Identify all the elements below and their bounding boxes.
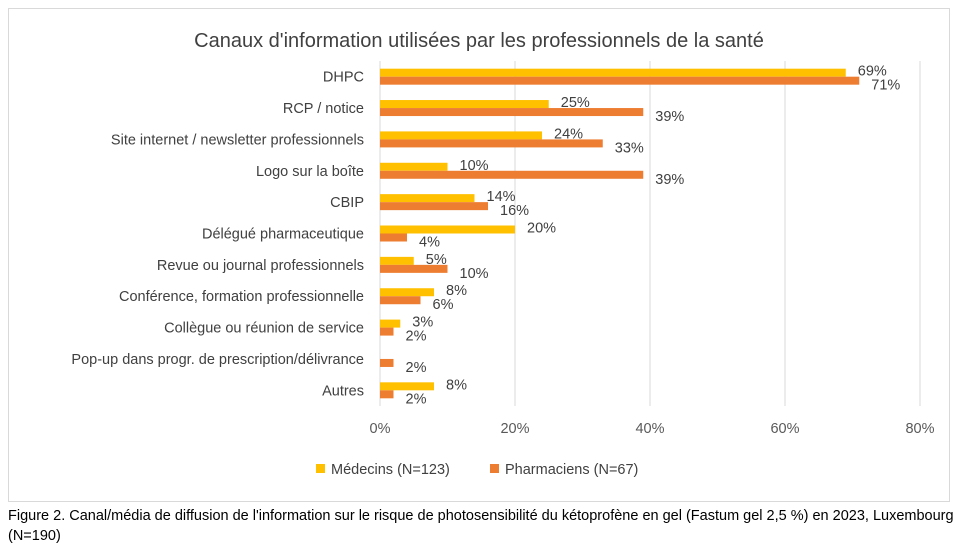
data-label: 71%: [871, 78, 900, 94]
data-label: 6%: [433, 297, 454, 313]
data-label: 16%: [500, 203, 529, 219]
chart-frame: Canaux d'information utilisées par les p…: [8, 8, 950, 502]
data-label: 2%: [406, 391, 427, 407]
bar-pharmaciens: [380, 202, 488, 211]
x-tick-label: 60%: [770, 421, 799, 437]
bar-pharmaciens: [380, 296, 421, 305]
bar-pharmaciens: [380, 264, 448, 273]
data-label: 14%: [487, 189, 516, 205]
data-label: 25%: [561, 95, 590, 111]
legend: Médecins (N=123) Pharmaciens (N=67): [316, 462, 638, 478]
bar-pharmaciens: [380, 108, 644, 117]
legend-label: Pharmaciens (N=67): [505, 462, 638, 478]
bar-medecins: [380, 68, 846, 77]
category-label: Site internet / newsletter professionnel…: [111, 132, 364, 148]
chart-title: Canaux d'information utilisées par les p…: [194, 30, 764, 52]
data-label: 33%: [615, 140, 644, 156]
category-label: RCP / notice: [283, 101, 364, 117]
bar-pharmaciens: [380, 76, 860, 85]
data-label: 8%: [446, 283, 467, 299]
data-label: 20%: [527, 221, 556, 237]
data-label: 8%: [446, 377, 467, 393]
data-label: 2%: [406, 329, 427, 345]
data-label: 3%: [412, 315, 433, 331]
x-axis-ticks: 0% 20% 40% 60% 80%: [370, 421, 935, 437]
category-label: Collègue ou réunion de service: [164, 321, 364, 337]
bar-pharmaciens: [380, 139, 603, 148]
x-tick-label: 0%: [370, 421, 391, 437]
category-label: Autres: [322, 383, 364, 399]
x-tick-label: 40%: [635, 421, 664, 437]
category-labels: DHPC RCP / notice Site internet / newslett…: [71, 70, 364, 400]
category-label: DHPC: [323, 70, 364, 86]
bar-medecins: [380, 162, 448, 171]
bar-chart: Canaux d'information utilisées par les p…: [71, 30, 935, 478]
bar-medecins: [380, 225, 515, 234]
bar-pharmaciens: [380, 233, 407, 242]
data-label: 4%: [419, 235, 440, 251]
data-label: 10%: [460, 158, 489, 174]
category-label: Pop-up dans progr. de prescription/déliv…: [71, 352, 364, 368]
data-label: 39%: [655, 172, 684, 188]
category-label: Conférence, formation professionnelle: [119, 289, 364, 305]
bars: [380, 68, 860, 399]
bar-medecins: [380, 194, 475, 203]
category-label: CBIP: [330, 195, 364, 211]
data-label: 69%: [858, 64, 887, 80]
x-tick-label: 20%: [500, 421, 529, 437]
data-labels: 69%71% 25% 39% 24% 33% 10% 39% 14%16% 20% 4%5% 10%…: [406, 64, 901, 408]
legend-label: Médecins (N=123): [331, 462, 450, 478]
bar-medecins: [380, 319, 401, 328]
category-label: Logo sur la boîte: [256, 164, 364, 180]
bar-pharmaciens: [380, 358, 394, 367]
legend-swatch: [316, 464, 325, 473]
bar-pharmaciens: [380, 327, 394, 336]
bar-pharmaciens: [380, 390, 394, 399]
data-label: 39%: [655, 109, 684, 125]
data-label: 5%: [426, 252, 447, 268]
data-label: 24%: [554, 126, 583, 142]
bar-pharmaciens: [380, 170, 644, 179]
data-label: 10%: [460, 266, 489, 282]
bar-medecins: [380, 288, 434, 297]
figure-caption: Figure 2. Canal/média de diffusion de l'…: [8, 508, 954, 544]
category-label: Délégué pharmaceutique: [202, 227, 364, 243]
bar-medecins: [380, 131, 542, 140]
legend-swatch: [490, 464, 499, 473]
bar-medecins: [380, 256, 414, 265]
category-label: Revue ou journal professionnels: [157, 258, 364, 274]
data-label: 2%: [406, 360, 427, 376]
bar-medecins: [380, 382, 434, 391]
x-tick-label: 80%: [905, 421, 934, 437]
bar-medecins: [380, 100, 549, 109]
